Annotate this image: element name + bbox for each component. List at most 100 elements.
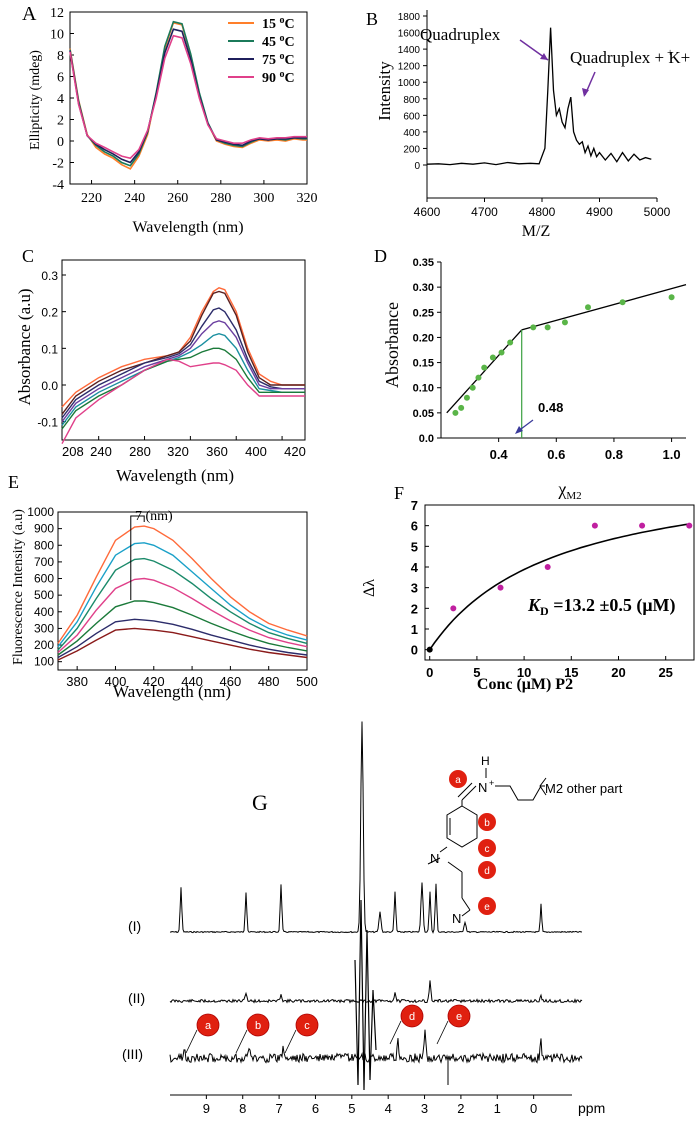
b-ytick-label-8: 1600: [398, 29, 421, 40]
a-ytick-label-0: -4: [52, 178, 64, 193]
g-peak-circle-c: [295, 1013, 319, 1037]
d-point-5: [481, 364, 488, 371]
d-ytick-label-2: 0.10: [413, 383, 434, 395]
d-ytick-label-3: 0.15: [413, 358, 434, 370]
panel-a-ylabel: Ellipticity (mdeg): [28, 50, 43, 150]
c-xtick-label-2: 280: [129, 444, 151, 459]
d-ytick-label-5: 0.25: [413, 307, 434, 319]
a-xtick-label-3: 280: [210, 191, 231, 206]
atom-n-nitrile: N: [452, 911, 461, 926]
c-ytick-label-4: 0.3: [41, 269, 58, 283]
e-xtick-label-3: 440: [181, 674, 203, 689]
f-ytick-label-4: 4: [411, 560, 419, 575]
d-xtick-label-2: 0.8: [605, 447, 623, 462]
a-xtick-label-5: 320: [297, 191, 318, 206]
panel-c-xlabel: Wavelength (nm): [116, 466, 234, 485]
d-fit-line-1: [521, 284, 687, 331]
g-xtick-label-7: 2: [457, 1101, 464, 1116]
panel-d: D Absorbance: [374, 246, 402, 388]
g-xtick-label-6: 3: [421, 1101, 428, 1116]
f-ytick-label-1: 1: [411, 622, 418, 637]
d-point-13: [619, 299, 626, 306]
g-xtick-label-5: 4: [385, 1101, 392, 1116]
g-bond-cn-2: [461, 909, 471, 917]
panel-a-label: A: [22, 3, 37, 25]
g-struct-circle-d: [478, 861, 496, 879]
d-ytick-label-7: 0.35: [413, 257, 434, 269]
g-xtick-label-4: 5: [348, 1101, 355, 1116]
g-bond-imine: [461, 785, 477, 801]
g-xtick-label-3: 6: [312, 1101, 319, 1116]
g-bond-methyl: [427, 857, 441, 865]
b-xtick-label-1: 4700: [471, 205, 498, 219]
a-xtick-label-0: 220: [81, 191, 102, 206]
g-bond-imine-2: [457, 782, 473, 798]
d-point-6: [489, 354, 496, 361]
a-xtick-label-2: 260: [167, 191, 188, 206]
structure-rlabel: M2 other part: [545, 781, 623, 796]
panel-a-xlabel: Wavelength (nm): [132, 219, 243, 236]
c-series-s7-line: [61, 358, 305, 445]
f-xtick-label-2: 10: [517, 665, 531, 680]
g-chain: [495, 785, 545, 801]
a-legend-label-15: 15 oC: [262, 15, 295, 32]
c-series-s1-line: [61, 287, 305, 408]
c-xtick-label-6: 420: [284, 444, 306, 459]
a-ytick-label-8: 12: [50, 6, 64, 21]
annotation-quadruplex: Quadruplex: [420, 25, 501, 44]
trace-label-1: (I): [128, 918, 141, 934]
g-struct-circle-a: [449, 770, 467, 788]
panel-b: B Intensity M/Z Quadruplex Quadruplex + …: [366, 9, 690, 240]
panel-f-ylabel: Δλ: [361, 579, 378, 597]
panel-c-ylabel: Absorbance (a.u): [15, 288, 34, 405]
atom-plus: +: [489, 778, 494, 788]
a-xtick-label-4: 300: [253, 191, 274, 206]
d-point-1: [458, 404, 465, 411]
c-ytick-label-0: -0.1: [37, 416, 58, 430]
f-point-0: [426, 646, 433, 653]
f-fit-curve: [429, 523, 690, 651]
d-ytick-label-6: 0.30: [413, 282, 434, 294]
g-peak-letter-e: e: [456, 1011, 462, 1023]
c-xtick-label-3: 320: [167, 444, 189, 459]
g-peak-circle-e: [447, 1004, 471, 1028]
annotation-quadruplex-k: Quadruplex + K+: [570, 48, 690, 67]
e-ytick-label-3: 400: [34, 605, 54, 619]
a-ytick-label-1: -2: [52, 157, 64, 172]
b-xtick-label-0: 4600: [414, 205, 441, 219]
g-xtick-label-1: 8: [239, 1101, 246, 1116]
d-ytick-label-0: 0.0: [419, 433, 434, 445]
f-point-4: [591, 522, 598, 529]
d-point-11: [561, 319, 568, 326]
f-ytick-label-5: 5: [411, 539, 418, 554]
panel-d-label: D: [374, 246, 387, 266]
e-ytick-label-6: 700: [34, 555, 54, 569]
e-series-s6-line: [57, 618, 308, 659]
e-xtick-label-0: 380: [66, 674, 88, 689]
f-ytick-label-2: 2: [411, 601, 418, 616]
d-point-9: [530, 324, 537, 331]
f-point-1: [450, 605, 457, 612]
c-frame: [61, 259, 306, 441]
b-xtick-label-2: 4800: [529, 205, 556, 219]
b-ytick-label-7: 1400: [398, 45, 421, 56]
g-struct-circle-b: [478, 813, 496, 831]
panel-f-label: F: [394, 483, 404, 503]
d-marker-label: 0.48: [538, 400, 563, 415]
c-xtick-label-1: 240: [90, 444, 112, 459]
atom-h: H: [481, 754, 490, 768]
g-xtick-label-0: 9: [203, 1101, 210, 1116]
a-ytick-label-2: 0: [57, 135, 64, 150]
d-xtick-label-0: 0.4: [490, 447, 509, 462]
f-xtick-label-3: 15: [564, 665, 578, 680]
d-point-4: [475, 374, 482, 381]
e-xtick-label-2: 420: [143, 674, 165, 689]
c-series-s2-line: [61, 290, 305, 415]
b-ytick-label-5: 1000: [398, 78, 421, 89]
f-xtick-label-1: 5: [473, 665, 480, 680]
g-solvent-artifact: [354, 899, 377, 1091]
c-series-s5-line: [61, 332, 305, 426]
